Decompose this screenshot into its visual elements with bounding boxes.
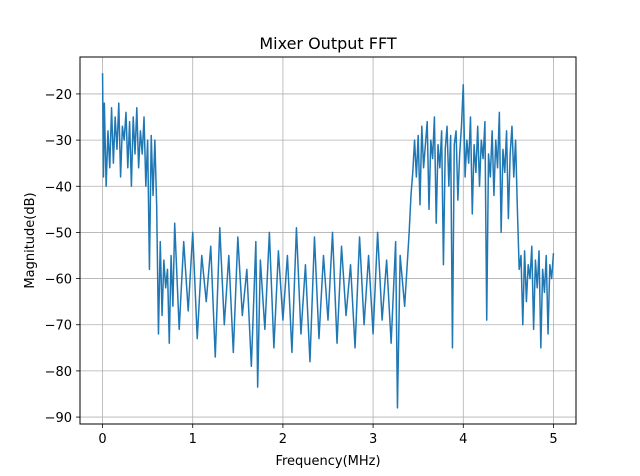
y-tick-label: −90 [45, 411, 72, 426]
x-tick-label: 3 [369, 432, 377, 447]
y-tick-label: −20 [45, 88, 72, 103]
plot-frame [79, 56, 577, 425]
y-tick-label: −50 [45, 226, 72, 241]
series-line [101, 73, 555, 409]
x-tick-label: 1 [189, 432, 197, 447]
chart-title: Mixer Output FFT [259, 34, 397, 53]
plot-area [101, 73, 555, 409]
y-tick-label: −40 [45, 180, 72, 195]
x-tick-label: 4 [459, 432, 467, 447]
y-tick-label: −60 [45, 273, 72, 288]
y-tick-label: −30 [45, 134, 72, 149]
x-tick-label: 5 [549, 432, 557, 447]
axis-ticks: 0 1 2 3 4 5 −20 −30 −40 −50 −60 −70 −80 −90 [45, 88, 558, 447]
x-axis-label: Frequency(MHz) [275, 454, 380, 469]
y-axis-label: Magnitude(dB) [23, 192, 38, 288]
y-tick-label: −80 [45, 365, 72, 380]
x-tick-label: 0 [98, 432, 106, 447]
x-tick-label: 2 [279, 432, 287, 447]
y-tick-label: −70 [45, 319, 72, 334]
